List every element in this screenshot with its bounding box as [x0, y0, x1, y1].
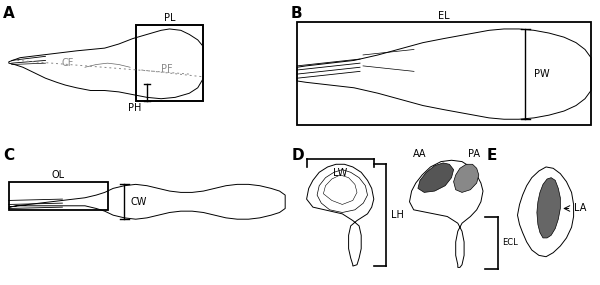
Text: PA: PA — [468, 149, 480, 159]
Bar — [136, 25, 203, 101]
Text: C: C — [3, 148, 14, 163]
Polygon shape — [537, 178, 560, 238]
Text: B: B — [291, 6, 302, 21]
Text: AA: AA — [413, 149, 427, 159]
Text: PF: PF — [161, 64, 173, 74]
Text: D: D — [292, 148, 305, 163]
Text: PW: PW — [534, 69, 550, 79]
Text: EL: EL — [438, 11, 450, 21]
Text: LH: LH — [391, 210, 403, 220]
Polygon shape — [418, 163, 454, 192]
Text: LA: LA — [574, 203, 586, 213]
Text: ECL: ECL — [502, 238, 518, 247]
Text: CW: CW — [130, 197, 146, 207]
Text: PH: PH — [128, 103, 142, 113]
Text: OL: OL — [52, 170, 65, 180]
Bar — [9, 182, 107, 210]
Polygon shape — [454, 164, 479, 192]
Bar — [297, 22, 591, 125]
Text: E: E — [487, 148, 497, 163]
Text: CF: CF — [62, 58, 74, 68]
Text: PL: PL — [164, 13, 175, 23]
Text: LW: LW — [333, 168, 347, 178]
Text: A: A — [3, 6, 15, 21]
